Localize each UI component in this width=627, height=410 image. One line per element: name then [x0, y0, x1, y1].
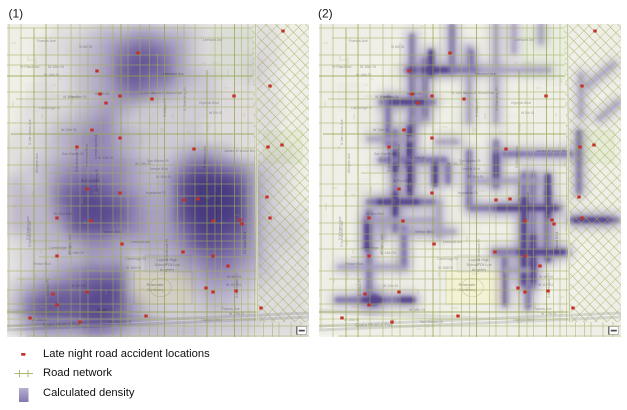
svg-text:(1): (1): [9, 7, 24, 21]
svg-text:Road network: Road network: [43, 367, 112, 379]
svg-text:Calculated density: Calculated density: [43, 387, 135, 399]
svg-text:(2): (2): [318, 7, 333, 21]
svg-text:Late night road accident locat: Late night road accident locations: [43, 348, 210, 360]
